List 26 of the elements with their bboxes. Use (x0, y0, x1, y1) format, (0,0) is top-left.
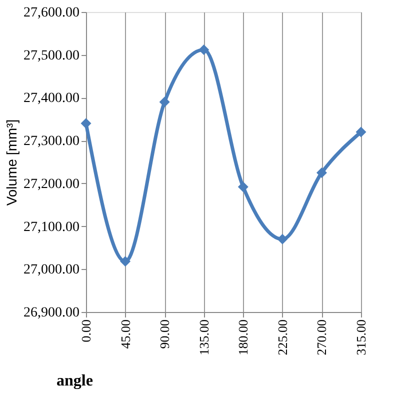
point (316, 167, 327, 178)
point (238, 182, 248, 192)
x-tick-label: 0.00 (78, 320, 94, 342)
point (159, 96, 170, 108)
point (277, 234, 288, 244)
y-axis-title: Volume [mm³] (4, 119, 20, 206)
x-tick-label: 135.00 (196, 320, 212, 356)
x-tick-label: 90.00 (157, 320, 172, 349)
point (80, 118, 92, 129)
x-tick-label: 315.00 (354, 320, 368, 356)
x-tick-label: 225.00 (274, 320, 290, 356)
x-tick-label: 180.00 (236, 320, 251, 356)
point (120, 256, 131, 267)
y-tick-label: 27,200.00 (24, 176, 80, 192)
y-tick-label: 27,500.00 (24, 48, 80, 64)
x-tick-label: 270.00 (314, 320, 330, 356)
x-axis-title: angle (56, 372, 93, 390)
y-tick-label: 27,400.00 (24, 91, 80, 106)
point (356, 126, 366, 138)
point (198, 44, 210, 55)
y-tick-label: 27,000.00 (24, 262, 80, 278)
y-tick-label: 26,900.00 (24, 306, 80, 320)
y-tick-label: 27,100.00 (24, 220, 80, 235)
x-tick-label: 45.00 (118, 320, 133, 349)
y-tick-label: 27,600.00 (24, 6, 80, 20)
y-tick-label: 27,300.00 (24, 134, 80, 150)
